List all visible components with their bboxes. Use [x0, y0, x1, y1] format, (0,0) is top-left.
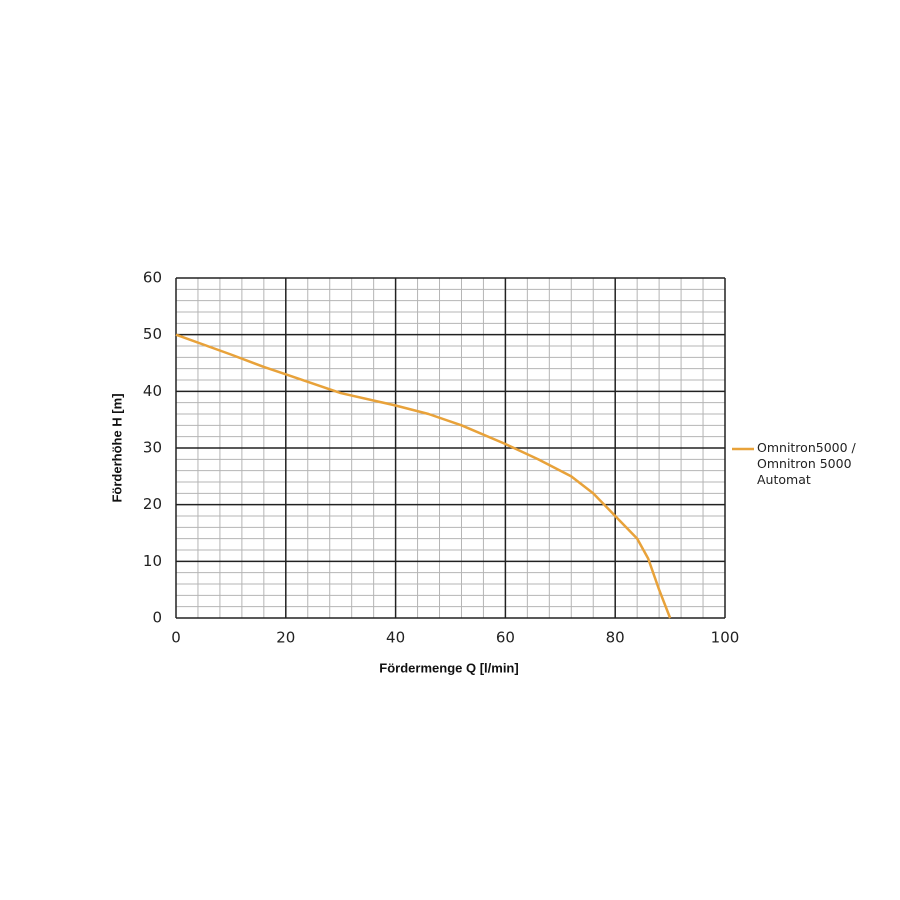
y-tick-label: 0	[152, 609, 162, 627]
data-line	[175, 333, 672, 619]
y-tick-label: 60	[143, 269, 162, 287]
y-axis-title: Förderhöhe H [m]	[109, 393, 124, 502]
y-tick-label: 10	[143, 552, 162, 570]
x-tick-label: 40	[386, 629, 405, 647]
y-tick-label: 50	[143, 325, 162, 343]
x-tick-label: 80	[606, 629, 625, 647]
y-tick-label: 20	[143, 495, 162, 513]
legend-label: Omnitron5000 / Omnitron 5000 Automat	[757, 440, 856, 487]
x-tick-label: 100	[711, 629, 740, 647]
x-axis-title: Fördermenge Q [l/min]	[379, 660, 518, 675]
y-tick-label: 40	[143, 382, 162, 400]
x-tick-label: 0	[171, 629, 181, 647]
x-tick-label: 20	[276, 629, 295, 647]
y-tick-label: 30	[143, 439, 162, 457]
legend: Omnitron5000 / Omnitron 5000 Automat	[757, 440, 869, 488]
x-tick-label: 60	[496, 629, 515, 647]
